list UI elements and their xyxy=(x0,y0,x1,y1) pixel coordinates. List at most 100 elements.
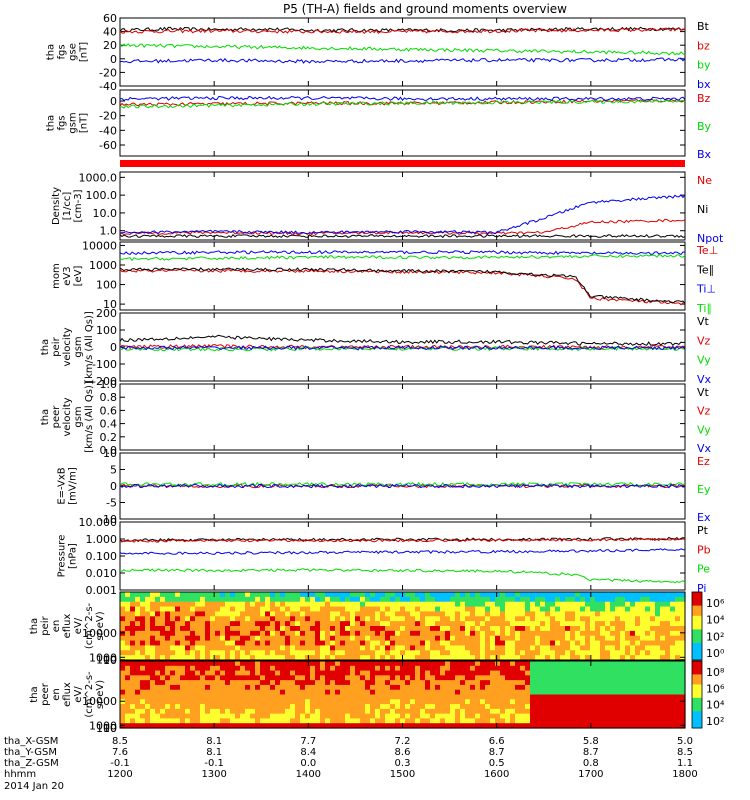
y-axis-label: sr-eV) xyxy=(95,611,106,640)
y-tick-label: 200 xyxy=(96,307,117,320)
y-axis-label: eV/ xyxy=(73,686,84,703)
x-axis-tick-label: 5.0 xyxy=(677,736,693,747)
y-tick-label: -20 xyxy=(99,66,117,79)
y-axis-label: tha xyxy=(29,618,40,634)
y-axis-label: tha xyxy=(46,44,57,60)
y-tick-label: 10 xyxy=(103,298,117,311)
y-tick-label: 100 xyxy=(96,654,117,667)
colorbar-tick-label: 10⁰ xyxy=(706,647,725,660)
series-line-Ne xyxy=(119,218,686,236)
legend-entry: Te⊥ xyxy=(696,244,718,257)
x-axis-row-label: hhmm xyxy=(4,769,36,780)
x-axis-tick-label: 7.2 xyxy=(395,736,411,747)
series-line-by xyxy=(119,43,686,56)
legend-entry: Ey xyxy=(697,483,711,496)
x-axis-tick-label: 1800 xyxy=(672,769,697,780)
legend-entry: Vt xyxy=(697,386,710,399)
y-axis-label: eV3 xyxy=(62,266,73,285)
series-line-bz xyxy=(119,27,686,34)
legend-entry: Pb xyxy=(697,543,711,556)
series-line-Bt xyxy=(119,26,686,33)
legend-entry: Vz xyxy=(697,334,711,347)
y-axis-label: gsm xyxy=(68,112,79,133)
x-axis-tick-label: 1200 xyxy=(107,769,132,780)
legend-entry: Ni xyxy=(697,203,708,216)
colorbar-frame xyxy=(691,660,703,729)
y-axis-label: eV/ xyxy=(73,617,84,634)
y-axis-label: tha xyxy=(40,339,51,355)
legend-entry: Pi xyxy=(697,582,706,595)
y-tick-label: 10.0 xyxy=(93,207,118,220)
x-axis-tick-label: 8.7 xyxy=(583,747,599,758)
legend-entry: Vz xyxy=(697,405,711,418)
x-axis-tick-label: -0.1 xyxy=(110,758,130,769)
series-line-Vx xyxy=(119,345,686,351)
y-tick-label: 1000 xyxy=(89,651,117,664)
colorbar-peer_en_eflux xyxy=(692,661,702,729)
y-axis-label: peer xyxy=(51,405,62,429)
x-axis-tick-label: 8.5 xyxy=(112,736,128,747)
y-axis-label: [nT] xyxy=(79,113,90,133)
legend-entry: Vy xyxy=(697,423,711,436)
y-axis-label: [eV] xyxy=(73,266,84,287)
legend-entry: Vx xyxy=(697,442,712,455)
x-axis-tick-label: 8.4 xyxy=(300,747,316,758)
colorbar-tick-label: 10² xyxy=(706,630,724,643)
y-axis-label: [km/s (All Qs)] xyxy=(84,381,95,453)
y-tick-label: -200 xyxy=(92,375,117,388)
y-tick-label: 10.000 xyxy=(79,516,118,529)
series-line-Te∥ xyxy=(119,267,686,304)
y-axis-label: gsm xyxy=(73,336,84,357)
x-axis-tick-label: 8.6 xyxy=(395,747,411,758)
legend-entry: Ti⊥ xyxy=(696,283,716,296)
panel-frame xyxy=(119,383,686,451)
y-tick-label: 0.8 xyxy=(100,391,118,404)
y-axis-label: [1/cc] xyxy=(62,192,73,221)
y-tick-label: 1000 xyxy=(89,259,117,272)
y-tick-label: 1000 xyxy=(89,719,117,732)
x-axis-tick-label: 1700 xyxy=(578,769,603,780)
y-axis-label: (cm^2-s- xyxy=(84,602,95,649)
panel-frame xyxy=(119,171,686,241)
y-tick-label: 0 xyxy=(110,480,117,493)
y-axis-label: [km/s (All Qs)] xyxy=(84,311,95,383)
legend-entry: by xyxy=(697,59,711,72)
legend-entry: Vt xyxy=(697,315,710,328)
y-axis-label: en xyxy=(51,688,62,701)
series-line-Vy xyxy=(119,346,686,352)
series-line-Vt xyxy=(119,334,686,347)
series-line-Ex xyxy=(119,483,686,489)
colorbar-peir_en_eflux xyxy=(692,592,702,661)
x-axis-tick-label: 0.3 xyxy=(395,758,411,769)
heatmap-peer_en_eflux xyxy=(120,661,686,729)
y-axis-label: velocity xyxy=(62,397,73,436)
y-tick-label: 100 xyxy=(96,324,117,337)
y-tick-label: 1.000 xyxy=(86,533,118,546)
x-axis-tick-label: -0.1 xyxy=(204,758,224,769)
orbit-bar xyxy=(120,160,685,167)
y-tick-label: 10 xyxy=(103,654,117,667)
y-axis-label: tha xyxy=(46,115,57,131)
y-tick-label: 0.001 xyxy=(86,584,118,597)
y-axis-label: gsm xyxy=(73,406,84,427)
y-tick-label: -20 xyxy=(99,110,117,123)
y-axis-label: peir xyxy=(40,615,51,635)
y-tick-label: -40 xyxy=(99,124,117,137)
colorbar-tick-label: 10⁴ xyxy=(706,699,725,712)
y-axis-label: (cm^2-s- xyxy=(84,671,95,718)
y-tick-label: 100.0 xyxy=(86,189,118,202)
x-axis-tick-label: 8.7 xyxy=(489,747,505,758)
y-tick-label: 0.010 xyxy=(86,567,118,580)
y-tick-label: -60 xyxy=(99,139,117,152)
series-line-Ti∥ xyxy=(119,253,686,262)
series-line-bx xyxy=(119,57,686,64)
y-tick-label: 0.2 xyxy=(100,431,118,444)
x-axis-tick-label: 1600 xyxy=(484,769,509,780)
legend-entry: bz xyxy=(697,39,710,52)
x-axis-tick-label: 8.5 xyxy=(677,747,693,758)
x-axis-tick-label: 8.1 xyxy=(206,736,222,747)
y-axis-label: velocity xyxy=(62,327,73,366)
y-tick-label: 10000 xyxy=(82,239,117,252)
y-tick-label: 0 xyxy=(110,53,117,66)
